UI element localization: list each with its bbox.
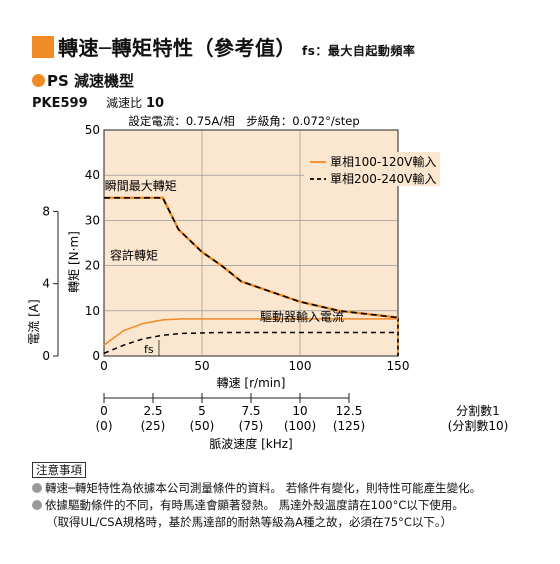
annotation-label: 瞬間最大轉矩 xyxy=(105,179,177,193)
model-line: PKE599 減速比 10 xyxy=(32,94,164,111)
section-subtitle: PS 減速機型 xyxy=(32,70,134,91)
legend-box xyxy=(304,152,440,186)
header-accent-square xyxy=(32,36,54,58)
y-tick-label: 20 xyxy=(85,259,100,273)
current-series-line xyxy=(103,318,398,346)
pulse-tick-label: (0) xyxy=(96,419,113,433)
pulse-tick-label: 5 xyxy=(198,404,206,418)
notes-title: 注意事項 xyxy=(32,462,86,478)
pulse-tick-label: (75) xyxy=(239,419,264,433)
subtitle-text: PS 減速機型 xyxy=(47,72,135,90)
note-text: 依據驅動條件的不同，有時馬達會顯著發熱。 馬達外殼溫度請在100°C以下使用。 xyxy=(45,498,464,512)
pulse-tick-label: 10 xyxy=(292,404,307,418)
page-title: 轉速─轉矩特性（參考值） fs：最大自起動頻率 xyxy=(58,32,415,61)
speed-torque-chart: 設定電流：0.75A/相 步級角：0.072°/step010203040500… xyxy=(27,114,509,451)
pulse-tick-label: (100) xyxy=(284,419,316,433)
note-item: 依據驅動條件的不同，有時馬達會顯著發熱。 馬達外殼溫度請在100°C以下使用。 xyxy=(32,497,552,514)
pulse-bottom-caption: (分割數10) xyxy=(448,418,509,433)
pulse-tick-label: (125) xyxy=(333,419,365,433)
ratio-label: 減速比 xyxy=(106,96,143,110)
pulse-tick-label: 12.5 xyxy=(336,404,363,418)
annotation-label: 容許轉矩 xyxy=(110,248,158,263)
title-suffix: fs：最大自起動頻率 xyxy=(302,44,416,58)
legend-label: 單相100-120V輸入 xyxy=(330,154,436,169)
pulse-tick-label: 7.5 xyxy=(241,404,260,418)
y-tick-label: 30 xyxy=(85,213,100,227)
notes-section: 注意事項 轉速─轉矩特性為依據本公司測量條件的資料。 若條件有變化，則特性可能產… xyxy=(32,462,552,531)
torque-series-line xyxy=(104,197,399,319)
title-main: 轉速─轉矩特性（參考值） xyxy=(58,36,297,60)
annotation-label: fs xyxy=(144,343,154,356)
y-tick-label: 0 xyxy=(92,349,100,363)
legend-label: 單相200-240V輸入 xyxy=(330,171,436,186)
x-tick-label: 150 xyxy=(387,359,410,373)
y-tick-label: 40 xyxy=(85,168,100,182)
bullet-dot-icon xyxy=(32,483,42,493)
x-tick-label: 100 xyxy=(289,359,312,373)
bullet-dot-icon xyxy=(32,500,42,510)
y2-axis-label: 電流 [A] xyxy=(27,299,41,344)
pulse-tick-label: 0 xyxy=(100,404,108,418)
note-item: （取得UL/CSA規格時，基於馬達部的耐熱等級為A種之故，必須在75°C以下。） xyxy=(32,514,552,531)
x-axis-label: 轉速 [r/min] xyxy=(217,376,286,390)
x-tick-label: 0 xyxy=(100,359,108,373)
note-item: 轉速─轉矩特性為依據本公司測量條件的資料。 若條件有變化，則特性可能產生變化。 xyxy=(32,480,552,497)
x-tick-label: 50 xyxy=(194,359,209,373)
pulse-axis-label: 脈波速度 [kHz] xyxy=(209,436,292,451)
settings-text: 設定電流：0.75A/相 步級角：0.072°/step xyxy=(128,114,359,128)
pulse-tick-label: (50) xyxy=(190,419,215,433)
ratio-value: 10 xyxy=(146,96,165,111)
y2-tick-label: 8 xyxy=(42,204,50,218)
current-series-line xyxy=(103,331,398,354)
pulse-tick-label: (25) xyxy=(141,419,166,433)
y2-tick-label: 0 xyxy=(42,349,50,363)
y-tick-label: 50 xyxy=(85,123,100,137)
y-tick-label: 10 xyxy=(85,304,100,318)
gear-ratio: 減速比 10 xyxy=(106,96,165,111)
note-text: 轉速─轉矩特性為依據本公司測量條件的資料。 若條件有變化，則特性可能產生變化。 xyxy=(45,481,482,495)
pulse-tick-label: 2.5 xyxy=(143,404,162,418)
pulse-top-caption: 分割數1 xyxy=(456,403,500,418)
y2-tick-label: 4 xyxy=(42,277,50,291)
page-header: 轉速─轉矩特性（參考值） fs：最大自起動頻率 xyxy=(32,32,552,62)
model-name: PKE599 xyxy=(32,96,88,111)
annotation-label: 驅動器輸入電流 xyxy=(260,309,344,324)
y-axis-label: 轉矩 [N·m] xyxy=(67,231,81,293)
bullet-dot-icon xyxy=(32,74,45,87)
note-text: （取得UL/CSA規格時，基於馬達部的耐熱等級為A種之故，必須在75°C以下。） xyxy=(46,515,453,529)
